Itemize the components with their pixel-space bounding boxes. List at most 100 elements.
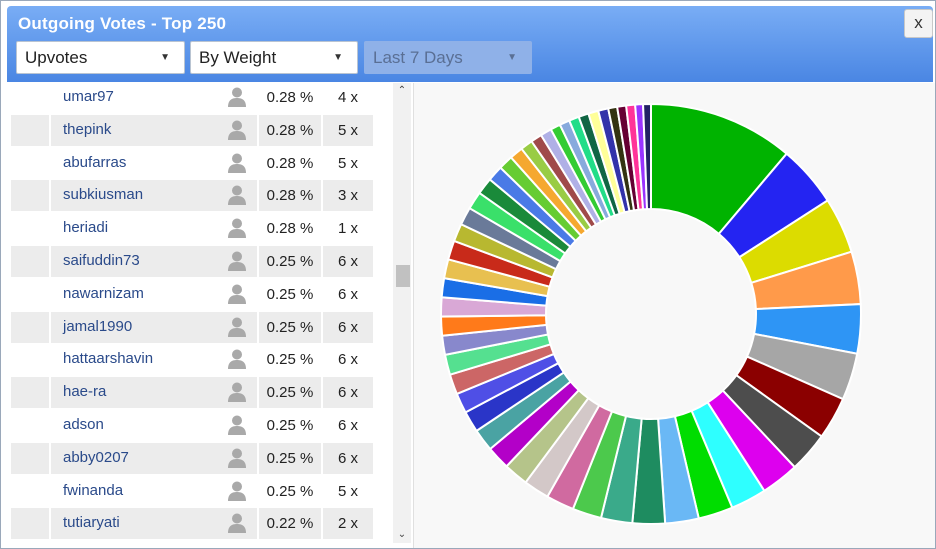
scroll-thumb[interactable] <box>396 265 410 287</box>
caret-down-icon: ▼ <box>333 52 343 63</box>
table-row[interactable]: abufarras 0.28 % 5 x <box>11 147 373 179</box>
caret-down-icon: ▼ <box>507 52 517 63</box>
user-silhouette-icon <box>228 87 246 107</box>
vote-count: 2 x <box>337 515 358 533</box>
user-silhouette-icon <box>228 513 246 534</box>
row-marker <box>11 147 51 179</box>
voter-name-link[interactable]: tutiaryati <box>63 514 120 532</box>
vote-count: 5 x <box>337 121 358 139</box>
vote-weight-percent: 0.25 % <box>257 278 323 310</box>
voter-name-link[interactable]: abufarras <box>63 153 127 171</box>
vote-count: 6 x <box>337 253 358 270</box>
voter-name-link[interactable]: nawarnizam <box>63 284 144 302</box>
voter-name-link[interactable]: umar97 <box>63 88 114 105</box>
user-silhouette-icon <box>228 349 246 370</box>
row-marker <box>11 278 51 310</box>
vote-count: 5 x <box>337 482 358 500</box>
row-marker <box>11 344 51 376</box>
vote-weight-percent: 0.25 % <box>257 475 323 507</box>
caret-down-icon: ▼ <box>160 52 170 63</box>
row-marker <box>11 442 51 474</box>
period-value: Last 7 Days <box>373 48 463 67</box>
vote-weight-percent: 0.25 % <box>257 246 323 277</box>
table-row[interactable]: tutiaryati 0.22 % 2 x <box>11 508 373 540</box>
table-row[interactable]: jamal1990 0.25 % 6 x <box>11 311 373 343</box>
vote-weight-percent: 0.28 % <box>257 114 323 146</box>
vote-count: 6 x <box>337 351 358 369</box>
vote-count: 4 x <box>337 89 358 106</box>
table-row[interactable]: subkiusman 0.28 % 3 x <box>11 180 373 212</box>
table-row[interactable]: thepink 0.28 % 5 x <box>11 114 373 146</box>
table-row[interactable]: umar97 0.28 % 4 x <box>11 83 373 113</box>
dialog-title: Outgoing Votes - Top 250 <box>18 14 227 33</box>
voter-name-link[interactable]: hae-ra <box>63 383 107 401</box>
chart-panel <box>413 83 935 548</box>
vote-weight-percent: 0.28 % <box>257 83 323 113</box>
vote-type-dropdown[interactable]: Upvotes ▼ <box>16 41 185 74</box>
vote-weight-percent: 0.25 % <box>257 410 323 441</box>
table-row[interactable]: hae-ra 0.25 % 6 x <box>11 377 373 409</box>
period-dropdown: Last 7 Days ▼ <box>364 41 532 74</box>
user-silhouette-icon <box>228 251 246 271</box>
sort-value: By Weight <box>199 48 277 67</box>
voter-list: umar97 0.28 % 4 x thepink 0.28 % 5 x abufarras… <box>11 83 373 541</box>
voter-name-link[interactable]: thepink <box>63 120 112 138</box>
table-row[interactable]: fwinanda 0.25 % 5 x <box>11 475 373 507</box>
row-marker <box>11 180 51 212</box>
voter-name-link[interactable]: heriadi <box>63 219 109 237</box>
votes-donut-chart <box>440 102 862 525</box>
list-scrollbar[interactable]: ⌃ ⌄ <box>393 83 411 543</box>
donut-slice-50[interactable] <box>642 102 652 211</box>
vote-weight-percent: 0.25 % <box>257 311 323 343</box>
vote-count: 6 x <box>337 417 358 434</box>
row-marker <box>11 213 51 245</box>
table-row[interactable]: nawarnizam 0.25 % 6 x <box>11 278 373 310</box>
scroll-down-icon[interactable]: ⌄ <box>397 529 407 540</box>
vote-type-value: Upvotes <box>25 48 88 67</box>
user-silhouette-icon <box>228 481 246 501</box>
row-marker <box>11 410 51 441</box>
vote-weight-percent: 0.28 % <box>257 180 323 212</box>
close-button[interactable]: x <box>904 9 933 38</box>
vote-count: 1 x <box>337 220 358 238</box>
user-silhouette-icon <box>228 218 246 239</box>
user-silhouette-icon <box>228 317 246 337</box>
row-marker <box>11 246 51 277</box>
user-silhouette-icon <box>228 415 246 435</box>
table-row[interactable]: adson 0.25 % 6 x <box>11 410 373 441</box>
vote-weight-percent: 0.22 % <box>257 508 323 540</box>
voter-name-link[interactable]: saifuddin73 <box>63 252 140 269</box>
table-row[interactable]: saifuddin73 0.25 % 6 x <box>11 246 373 277</box>
user-silhouette-icon <box>228 284 246 304</box>
vote-weight-percent: 0.25 % <box>257 377 323 409</box>
vote-weight-percent: 0.28 % <box>257 147 323 179</box>
row-marker <box>11 114 51 146</box>
user-silhouette-icon <box>228 448 246 468</box>
voter-name-link[interactable]: abby0207 <box>63 448 129 466</box>
row-marker <box>11 83 51 113</box>
table-row[interactable]: abby0207 0.25 % 6 x <box>11 442 373 474</box>
row-marker <box>11 508 51 540</box>
vote-count: 6 x <box>337 318 358 336</box>
voter-name-link[interactable]: jamal1990 <box>63 317 133 335</box>
vote-count: 6 x <box>337 384 358 402</box>
user-silhouette-icon <box>228 120 246 140</box>
vote-weight-percent: 0.25 % <box>257 442 323 474</box>
table-row[interactable]: heriadi 0.28 % 1 x <box>11 213 373 245</box>
vote-count: 5 x <box>337 154 358 172</box>
voter-name-link[interactable]: fwinanda <box>63 481 124 499</box>
user-silhouette-icon <box>228 382 246 403</box>
voter-name-link[interactable]: hattaarshavin <box>63 350 154 368</box>
vote-count: 3 x <box>337 187 358 205</box>
row-marker <box>11 311 51 343</box>
scroll-up-icon[interactable]: ⌃ <box>397 85 407 96</box>
sort-dropdown[interactable]: By Weight ▼ <box>190 41 358 74</box>
vote-count: 6 x <box>337 285 358 303</box>
vote-weight-percent: 0.25 % <box>257 344 323 376</box>
voter-name-link[interactable]: subkiusman <box>63 186 144 204</box>
voter-name-link[interactable]: adson <box>63 416 104 433</box>
user-silhouette-icon <box>228 153 246 173</box>
table-row[interactable]: hattaarshavin 0.25 % 6 x <box>11 344 373 376</box>
dialog-header: Outgoing Votes - Top 250 x Upvotes ▼ By … <box>7 6 933 82</box>
